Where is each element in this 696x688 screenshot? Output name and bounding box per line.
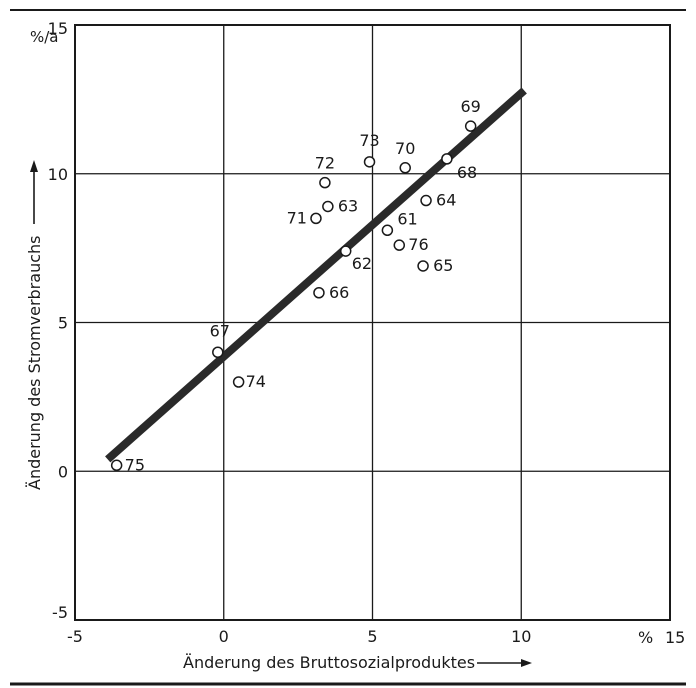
data-point <box>393 239 406 251</box>
data-point-label: 71 <box>287 208 307 227</box>
data-point <box>110 459 123 472</box>
data-point <box>399 162 411 174</box>
data-point <box>464 120 477 132</box>
data-point-label: 61 <box>397 209 417 228</box>
gridlines <box>75 25 670 620</box>
data-point <box>417 260 429 272</box>
x-unit-label: % <box>638 628 653 647</box>
x-tick-label: 0 <box>219 627 229 646</box>
x-tick-label: -5 <box>67 627 83 646</box>
data-point-label: 72 <box>315 154 335 173</box>
data-point-label: 75 <box>125 455 145 474</box>
data-point-label: 62 <box>352 254 372 273</box>
data-point-label: 63 <box>338 196 358 215</box>
x-tick-labels: -5 0 5 10 15 <box>67 627 685 647</box>
y-tick-label: -5 <box>52 603 68 622</box>
data-point-label: 73 <box>359 131 379 150</box>
data-point-label: 65 <box>433 256 453 275</box>
data-point <box>339 245 352 257</box>
y-axis-title-group: Änderung des Stromverbrauchs <box>25 160 44 490</box>
y-tick-label: 15 <box>48 19 68 38</box>
regression-line <box>105 87 527 463</box>
y-tick-label: 10 <box>48 165 68 184</box>
data-point <box>310 212 322 225</box>
data-point <box>212 346 224 358</box>
data-point <box>322 200 334 213</box>
trend-line <box>105 87 527 463</box>
data-point <box>319 176 331 189</box>
data-point <box>313 287 325 299</box>
data-point-label: 74 <box>246 372 266 391</box>
data-point-label: 67 <box>210 321 230 340</box>
data-point-label: 69 <box>460 97 480 116</box>
x-axis-title-group: Änderung des Bruttosozialproduktes <box>183 653 532 672</box>
data-point <box>381 224 394 237</box>
data-points: 61 62 63 64 65 66 67 68 69 70 71 72 73 74 75 76 <box>110 97 481 474</box>
plot-area-frame <box>74 24 671 621</box>
data-point <box>441 153 453 165</box>
data-point-label: 70 <box>395 139 415 158</box>
data-point-label: 76 <box>408 235 428 254</box>
y-axis-title: Änderung des Stromverbrauchs <box>25 236 44 490</box>
y-unit-label: %/a <box>30 28 59 46</box>
data-point-label: 68 <box>457 163 477 182</box>
x-tick-label: 10 <box>511 627 531 646</box>
data-point-label: 66 <box>329 283 349 302</box>
data-point <box>232 376 245 388</box>
data-point <box>363 156 376 168</box>
data-point-label: 64 <box>436 191 456 210</box>
data-point <box>420 194 432 207</box>
y-axis-arrow-icon <box>30 160 38 172</box>
x-axis-title: Änderung des Bruttosozialproduktes <box>183 653 475 672</box>
x-tick-label: 15 <box>665 628 685 647</box>
x-axis-arrow-icon <box>521 659 532 667</box>
y-tick-label: 0 <box>58 462 68 481</box>
y-tick-labels: -5 0 5 10 15 <box>48 19 68 622</box>
y-tick-label: 5 <box>58 314 68 333</box>
x-tick-label: 5 <box>367 627 377 646</box>
